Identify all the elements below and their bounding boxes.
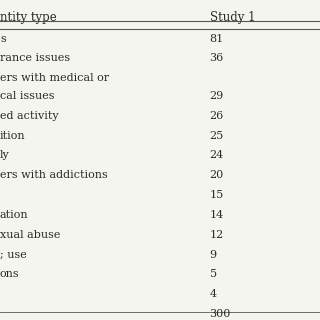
Text: 9: 9 bbox=[210, 250, 217, 260]
Text: 12: 12 bbox=[210, 230, 224, 240]
Text: ons: ons bbox=[0, 269, 20, 279]
Text: 29: 29 bbox=[210, 91, 224, 101]
Text: 26: 26 bbox=[210, 111, 224, 121]
Text: ition: ition bbox=[0, 131, 26, 140]
Text: ation: ation bbox=[0, 210, 28, 220]
Text: s: s bbox=[0, 34, 6, 44]
Text: ers with medical or: ers with medical or bbox=[0, 73, 109, 83]
Text: 20: 20 bbox=[210, 170, 224, 180]
Text: cal issues: cal issues bbox=[0, 91, 54, 101]
Text: xual abuse: xual abuse bbox=[0, 230, 60, 240]
Text: ly: ly bbox=[0, 150, 10, 160]
Text: 24: 24 bbox=[210, 150, 224, 160]
Text: 300: 300 bbox=[210, 309, 231, 319]
Text: 25: 25 bbox=[210, 131, 224, 140]
Text: 4: 4 bbox=[210, 289, 217, 299]
Text: 81: 81 bbox=[210, 34, 224, 44]
Text: rance issues: rance issues bbox=[0, 53, 70, 63]
Text: Study 1: Study 1 bbox=[210, 11, 255, 24]
Text: 15: 15 bbox=[210, 190, 224, 200]
Text: ers with addictions: ers with addictions bbox=[0, 170, 108, 180]
Text: ntity type: ntity type bbox=[0, 11, 57, 24]
Text: ; use: ; use bbox=[0, 250, 27, 260]
Text: ed activity: ed activity bbox=[0, 111, 59, 121]
Text: 5: 5 bbox=[210, 269, 217, 279]
Text: 36: 36 bbox=[210, 53, 224, 63]
Text: 14: 14 bbox=[210, 210, 224, 220]
